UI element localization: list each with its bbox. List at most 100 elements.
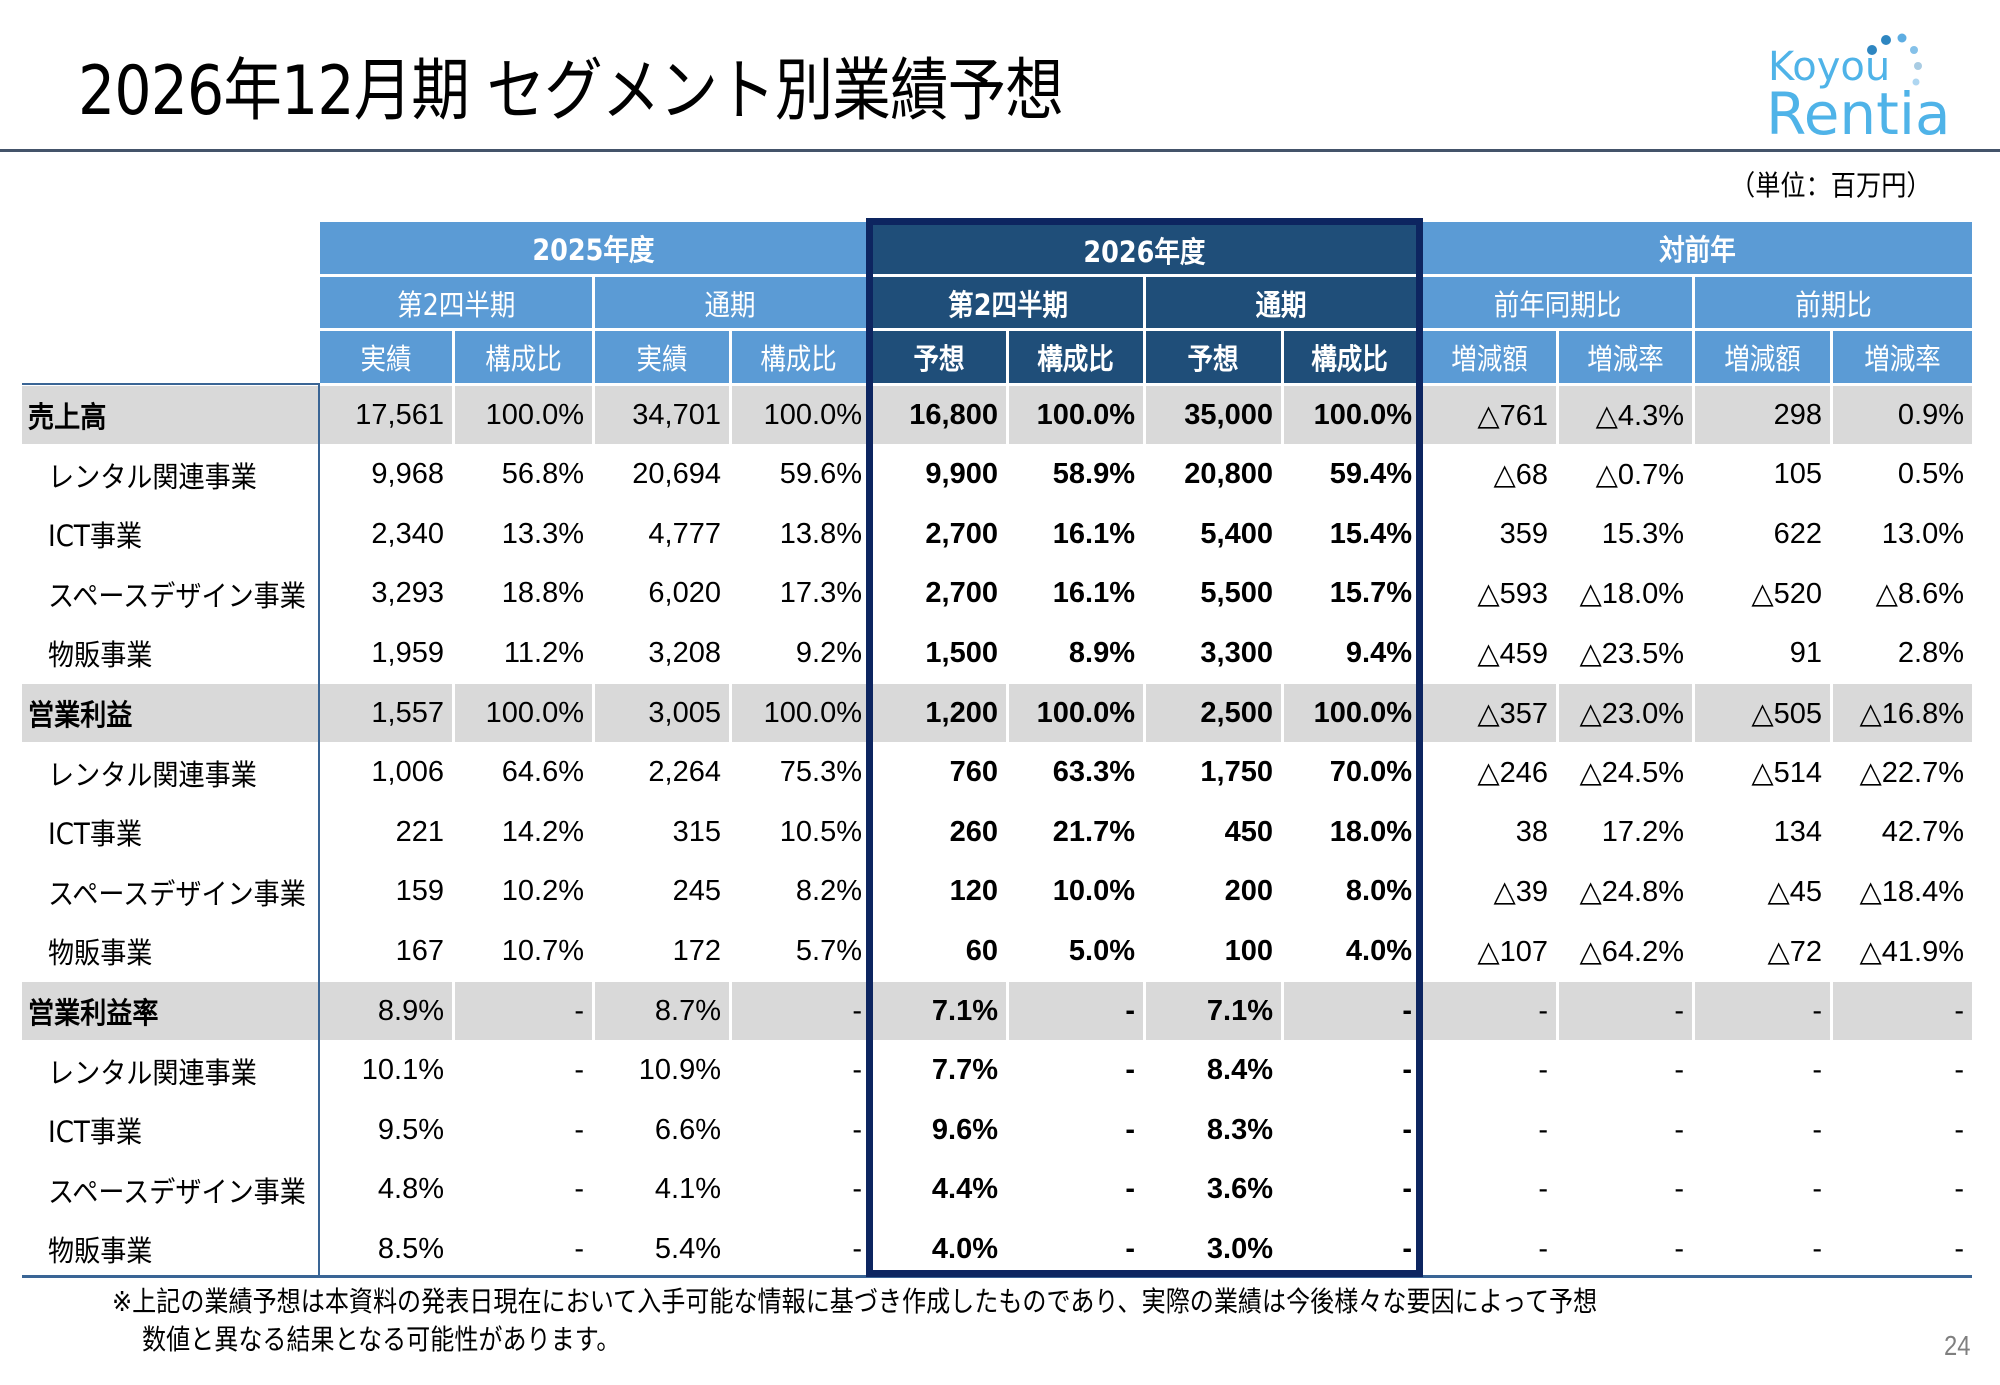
company-logo: Koyou Rentia (1766, 33, 1951, 142)
table-row: レンタル関連事業 10.1% - 10.9% - 7.7% - 8.4% - - - - - (22, 1042, 1972, 1100)
table-cell: 1,959 (371, 636, 444, 669)
header-period: 前年同期比 (1423, 277, 1692, 328)
table-cell: 3,300 (1200, 636, 1273, 669)
table-cell: 59.6% (779, 458, 862, 491)
table-cell: 9.5% (377, 1113, 444, 1146)
table-cell: 60 (965, 934, 998, 967)
table-cell: △24.8% (1579, 876, 1684, 909)
column-header: 実績 (320, 331, 452, 383)
column-header: 予想 (873, 331, 1006, 383)
table-cell: 100.0% (732, 386, 866, 444)
table-cell: 18.0% (1329, 815, 1412, 848)
page-number: 24 (1944, 1330, 1971, 1361)
table-cell: 760 (949, 756, 998, 789)
table-cell: - (1009, 982, 1143, 1040)
table-cell: 4.0% (931, 1232, 998, 1265)
table-cell: 2,700 (925, 517, 998, 550)
table-cell: 16.1% (1052, 517, 1135, 550)
table-cell: △45 (1767, 876, 1822, 909)
table-cell: 13.3% (501, 517, 584, 550)
table-cell: 42.7% (1881, 815, 1964, 848)
table-cell: △23.0% (1559, 684, 1692, 742)
table-cell: 100.0% (1009, 386, 1143, 444)
table-row: 営業利益 1,557 100.0% 3,005 100.0% 1,200 100.0% 2,5… (22, 684, 1972, 742)
table-cell: 3,208 (648, 636, 721, 669)
table-cell: △39 (1493, 876, 1548, 909)
title-rule (0, 149, 2000, 152)
table-cell: 10.1% (361, 1054, 444, 1087)
table-cell: - (1538, 1232, 1548, 1265)
table-cell: 0.9% (1833, 386, 1972, 444)
table-cell: - (455, 982, 592, 1040)
table-cell: - (1125, 1173, 1135, 1206)
table-cell: - (1812, 1054, 1822, 1087)
table-cell: - (1833, 982, 1972, 1040)
header-period: 第2四半期 (320, 277, 592, 328)
table-cell: - (1674, 1054, 1684, 1087)
column-header: 増減額 (1695, 331, 1830, 383)
column-header: 増減額 (1423, 331, 1556, 383)
table-cell: 18.8% (501, 577, 584, 610)
table-cell: 8.5% (377, 1232, 444, 1265)
table-cell: 15.4% (1329, 517, 1412, 550)
table-cell: △761 (1423, 386, 1556, 444)
table-cell: 359 (1499, 517, 1548, 550)
table-cell: 10.7% (501, 934, 584, 967)
table-cell: - (1402, 1232, 1412, 1265)
label-divider (318, 384, 320, 1276)
table-cell: 3.6% (1206, 1173, 1273, 1206)
table-cell: 17.3% (779, 577, 862, 610)
table-cell: 167 (395, 934, 444, 967)
table-cell: 9,968 (371, 458, 444, 491)
table-cell: - (574, 1173, 584, 1206)
row-label: 物販事業 (48, 936, 153, 971)
table-cell: 4.1% (654, 1173, 721, 1206)
table-cell: - (1538, 1054, 1548, 1087)
logo-dot (1914, 62, 1922, 70)
table-cell: 91 (1789, 636, 1822, 669)
table-cell: - (1812, 1173, 1822, 1206)
header-group-yoy: 対前年 (1423, 222, 1972, 274)
table-cell: 10.9% (638, 1054, 721, 1087)
header-period: 通期 (1146, 277, 1416, 328)
table-cell: 8.9% (1068, 636, 1135, 669)
table-cell: 245 (672, 875, 721, 908)
table-cell: 1,500 (925, 636, 998, 669)
table-cell: - (852, 1113, 862, 1146)
table-cell: △18.0% (1579, 578, 1684, 611)
table-cell: △0.7% (1595, 459, 1684, 492)
table-cell: 100.0% (455, 684, 592, 742)
table-cell: 5.0% (1068, 934, 1135, 967)
table-row: スペースデザイン事業 4.8% - 4.1% - 4.4% - 3.6% - - - - - (22, 1161, 1972, 1219)
table-cell: 4.8% (377, 1173, 444, 1206)
table-cell: 100.0% (1284, 386, 1416, 444)
table-cell: 8.4% (1206, 1054, 1273, 1087)
table-cell: 622 (1773, 517, 1822, 550)
table-cell: 3,005 (595, 684, 729, 742)
table-cell: - (1954, 1054, 1964, 1087)
table-cell: - (1954, 1113, 1964, 1146)
table-cell: △520 (1751, 578, 1822, 611)
footnote-line-2: 数値と異なる結果となる可能性があります。 (142, 1323, 621, 1356)
row-label: ICT事業 (48, 1115, 143, 1150)
table-cell: △4.3% (1559, 386, 1692, 444)
label-top-rule (22, 383, 320, 385)
table-cell: 59.4% (1329, 458, 1412, 491)
table-cell: 2,264 (648, 756, 721, 789)
table-cell: - (1125, 1232, 1135, 1265)
table-cell: 260 (949, 815, 998, 848)
column-header: 構成比 (455, 331, 592, 383)
table-cell: - (574, 1232, 584, 1265)
table-row: 物販事業 8.5% - 5.4% - 4.0% - 3.0% - - - - - (22, 1220, 1972, 1278)
table-cell: △8.6% (1875, 578, 1964, 611)
table-cell: 9.4% (1345, 636, 1412, 669)
page-title: 2026年12月期 セグメント別業績予想 (78, 52, 1064, 131)
table-cell: 6.6% (654, 1113, 721, 1146)
table-cell: 70.0% (1329, 756, 1412, 789)
table-cell: 2,500 (1146, 684, 1281, 742)
table-cell: 14.2% (501, 815, 584, 848)
table-cell: △107 (1477, 935, 1548, 968)
column-header: 構成比 (1009, 331, 1143, 383)
row-label: レンタル関連事業 (48, 757, 257, 792)
table-cell: 120 (949, 875, 998, 908)
